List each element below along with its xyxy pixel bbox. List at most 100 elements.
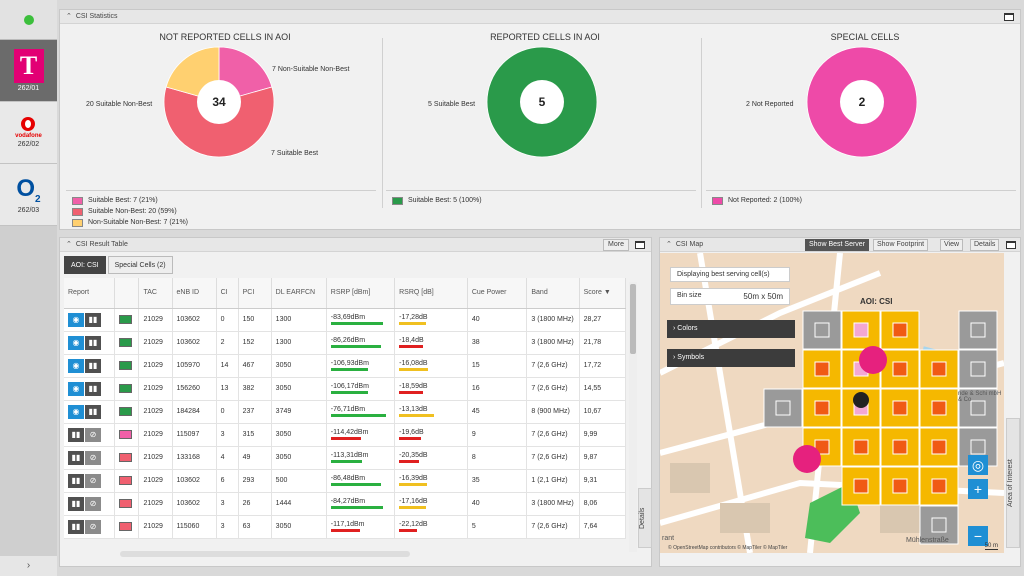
column-header[interactable]: Score ▼ xyxy=(579,278,627,309)
bars-icon[interactable]: ▮▮ xyxy=(85,358,101,373)
collapse-icon[interactable]: ⌃ xyxy=(66,241,72,248)
rsrp-bar xyxy=(330,460,362,463)
rsrq-bar xyxy=(399,345,424,348)
bars-icon[interactable]: ▮▮ xyxy=(68,473,84,488)
enb-cell: 156260 xyxy=(172,377,217,401)
bars-icon[interactable]: ▮▮ xyxy=(68,427,84,442)
cell-marker xyxy=(853,439,869,455)
table-row[interactable]: ▮▮ ⊘ 21029 103602 6 293 500 -86,48dBm -16,39dB 35… xyxy=(64,469,627,493)
map-bin[interactable] xyxy=(802,310,842,350)
collapse-icon[interactable]: ⌃ xyxy=(666,241,672,248)
pci-cell: 315 xyxy=(238,423,272,447)
hidden-icon[interactable]: ⊘ xyxy=(85,450,101,465)
band-cell: 3 (1800 MHz) xyxy=(526,308,580,332)
bars-icon[interactable]: ▮▮ xyxy=(68,450,84,465)
column-header[interactable]: TAC xyxy=(138,278,173,309)
rail-expand-button[interactable]: › xyxy=(0,556,57,576)
bars-icon[interactable]: ▮▮ xyxy=(85,335,101,350)
table-row[interactable]: ▮▮ ⊘ 21029 133168 4 49 3050 -113,31dBm -20,35dB 8… xyxy=(64,446,627,470)
view-button[interactable]: View xyxy=(940,239,964,251)
operator-o2[interactable]: O2 262/03 xyxy=(0,164,57,226)
panel-title: CSI Map xyxy=(675,241,704,248)
colors-accordion[interactable]: › Colors xyxy=(667,320,795,338)
eye-icon[interactable]: ◉ xyxy=(68,381,84,396)
column-header[interactable]: Cue Power xyxy=(467,278,528,309)
table-row[interactable]: ◉ ▮▮ 21029 103602 2 152 1300 -86,26dBm -18,4dB 38… xyxy=(64,331,627,355)
zoom-out-button[interactable]: − xyxy=(968,526,988,546)
collapse-icon[interactable]: ⌃ xyxy=(66,13,72,20)
bars-icon[interactable]: ▮▮ xyxy=(68,496,84,511)
tab-special-cells[interactable]: Special Cells (2) xyxy=(107,256,173,274)
column-header[interactable] xyxy=(114,278,140,309)
map-bin[interactable] xyxy=(919,505,959,545)
table-row[interactable]: ◉ ▮▮ 21029 156260 13 382 3050 -106,17dBm -18,59d… xyxy=(64,377,627,401)
column-header[interactable]: RSRQ [dB] xyxy=(394,278,468,309)
map-canvas[interactable]: Displaying best serving cell(s) Bin size… xyxy=(660,253,1004,553)
status-dot-icon xyxy=(23,14,34,25)
details-button[interactable]: Details xyxy=(970,239,1000,251)
map-bin[interactable] xyxy=(958,388,998,428)
eye-icon[interactable]: ◉ xyxy=(68,358,84,373)
map-bin[interactable] xyxy=(880,466,920,506)
report-cell: ◉ ▮▮ xyxy=(64,331,116,355)
table-row[interactable]: ◉ ▮▮ 21029 184284 0 237 3749 -76,71dBm -13,13dB 4… xyxy=(64,400,627,424)
table-row[interactable]: ◉ ▮▮ 21029 105970 14 467 3050 -106,93dBm -16,08d… xyxy=(64,354,627,378)
more-button[interactable]: More xyxy=(603,239,629,251)
hidden-icon[interactable]: ⊘ xyxy=(85,473,101,488)
ci-cell: 0 xyxy=(216,400,239,424)
earfcn-cell: 3050 xyxy=(271,377,327,401)
column-header[interactable]: Band xyxy=(526,278,580,309)
symbols-accordion[interactable]: › Symbols xyxy=(667,349,795,367)
show-footprint-button[interactable]: Show Footprint xyxy=(873,239,929,251)
map-bin[interactable] xyxy=(958,310,998,350)
maximize-icon[interactable] xyxy=(1004,13,1014,21)
pie-label: 5 Suitable Best xyxy=(428,101,476,108)
csi-result-table-panel: ⌃ CSI Result Table More AOI: CSI Special … xyxy=(59,237,652,567)
area-of-interest-side-tab[interactable]: Area of Interest xyxy=(1006,418,1020,548)
hidden-icon[interactable]: ⊘ xyxy=(85,427,101,442)
column-header[interactable]: eNB ID xyxy=(172,278,217,309)
cue-power-cell: 40 xyxy=(467,308,528,332)
bars-icon[interactable]: ▮▮ xyxy=(85,381,101,396)
eye-icon[interactable]: ◉ xyxy=(68,404,84,419)
report-cell: ▮▮ ⊘ xyxy=(64,492,116,516)
column-header[interactable]: PCI xyxy=(238,278,272,309)
maximize-icon[interactable] xyxy=(1006,241,1016,249)
bars-icon[interactable]: ▮▮ xyxy=(85,404,101,419)
bars-icon[interactable]: ▮▮ xyxy=(68,519,84,534)
table-row[interactable]: ▮▮ ⊘ 21029 115060 3 63 3050 -117,1dBm -22,12dB 5 7… xyxy=(64,515,627,539)
hidden-icon[interactable]: ⊘ xyxy=(85,519,101,534)
rsrp-cell: -106,17dBm xyxy=(326,377,396,401)
map-bin[interactable] xyxy=(958,349,998,389)
column-header[interactable]: DL EARFCN xyxy=(271,278,327,309)
table-row[interactable]: ▮▮ ⊘ 21029 115097 3 315 3050 -114,42dBm -19,6dB 9… xyxy=(64,423,627,447)
zoom-in-button[interactable]: + xyxy=(968,479,988,499)
details-side-tab[interactable]: Details xyxy=(638,488,652,548)
table-row[interactable]: ◉ ▮▮ 21029 103602 0 150 1300 -83,69dBm -17,28dB 4… xyxy=(64,308,627,332)
map-bin[interactable] xyxy=(763,388,803,428)
rsrq-bar xyxy=(399,414,435,417)
hidden-icon[interactable]: ⊘ xyxy=(85,496,101,511)
cell-marker xyxy=(892,400,908,416)
horizontal-scrollbar[interactable] xyxy=(120,551,410,557)
column-header[interactable]: Report xyxy=(64,278,116,309)
eye-icon[interactable]: ◉ xyxy=(68,312,84,327)
operator-telekom[interactable]: T 262/01 xyxy=(0,40,57,102)
cue-power-cell: 16 xyxy=(467,377,528,401)
locate-icon[interactable]: ◎ xyxy=(968,455,988,475)
report-cell: ▮▮ ⊘ xyxy=(64,446,116,470)
eye-icon[interactable]: ◉ xyxy=(68,335,84,350)
tab-aoi-csi[interactable]: AOI: CSI xyxy=(64,256,106,274)
color-cell xyxy=(114,492,140,516)
cell-color-swatch xyxy=(119,453,133,462)
maximize-icon[interactable] xyxy=(635,241,645,249)
column-header[interactable]: RSRP [dBm] xyxy=(326,278,396,309)
show-best-server-button[interactable]: Show Best Server xyxy=(805,239,870,251)
table-row[interactable]: ▮▮ ⊘ 21029 103602 3 26 1444 -84,27dBm -17,16dB 40… xyxy=(64,492,627,516)
ci-cell: 14 xyxy=(216,354,239,378)
column-header[interactable]: CI xyxy=(216,278,239,309)
band-cell: 8 (900 MHz) xyxy=(526,400,580,424)
vertical-scrollbar[interactable] xyxy=(629,282,637,552)
operator-vodafone[interactable]: vodafone 262/02 xyxy=(0,102,57,164)
bars-icon[interactable]: ▮▮ xyxy=(85,312,101,327)
